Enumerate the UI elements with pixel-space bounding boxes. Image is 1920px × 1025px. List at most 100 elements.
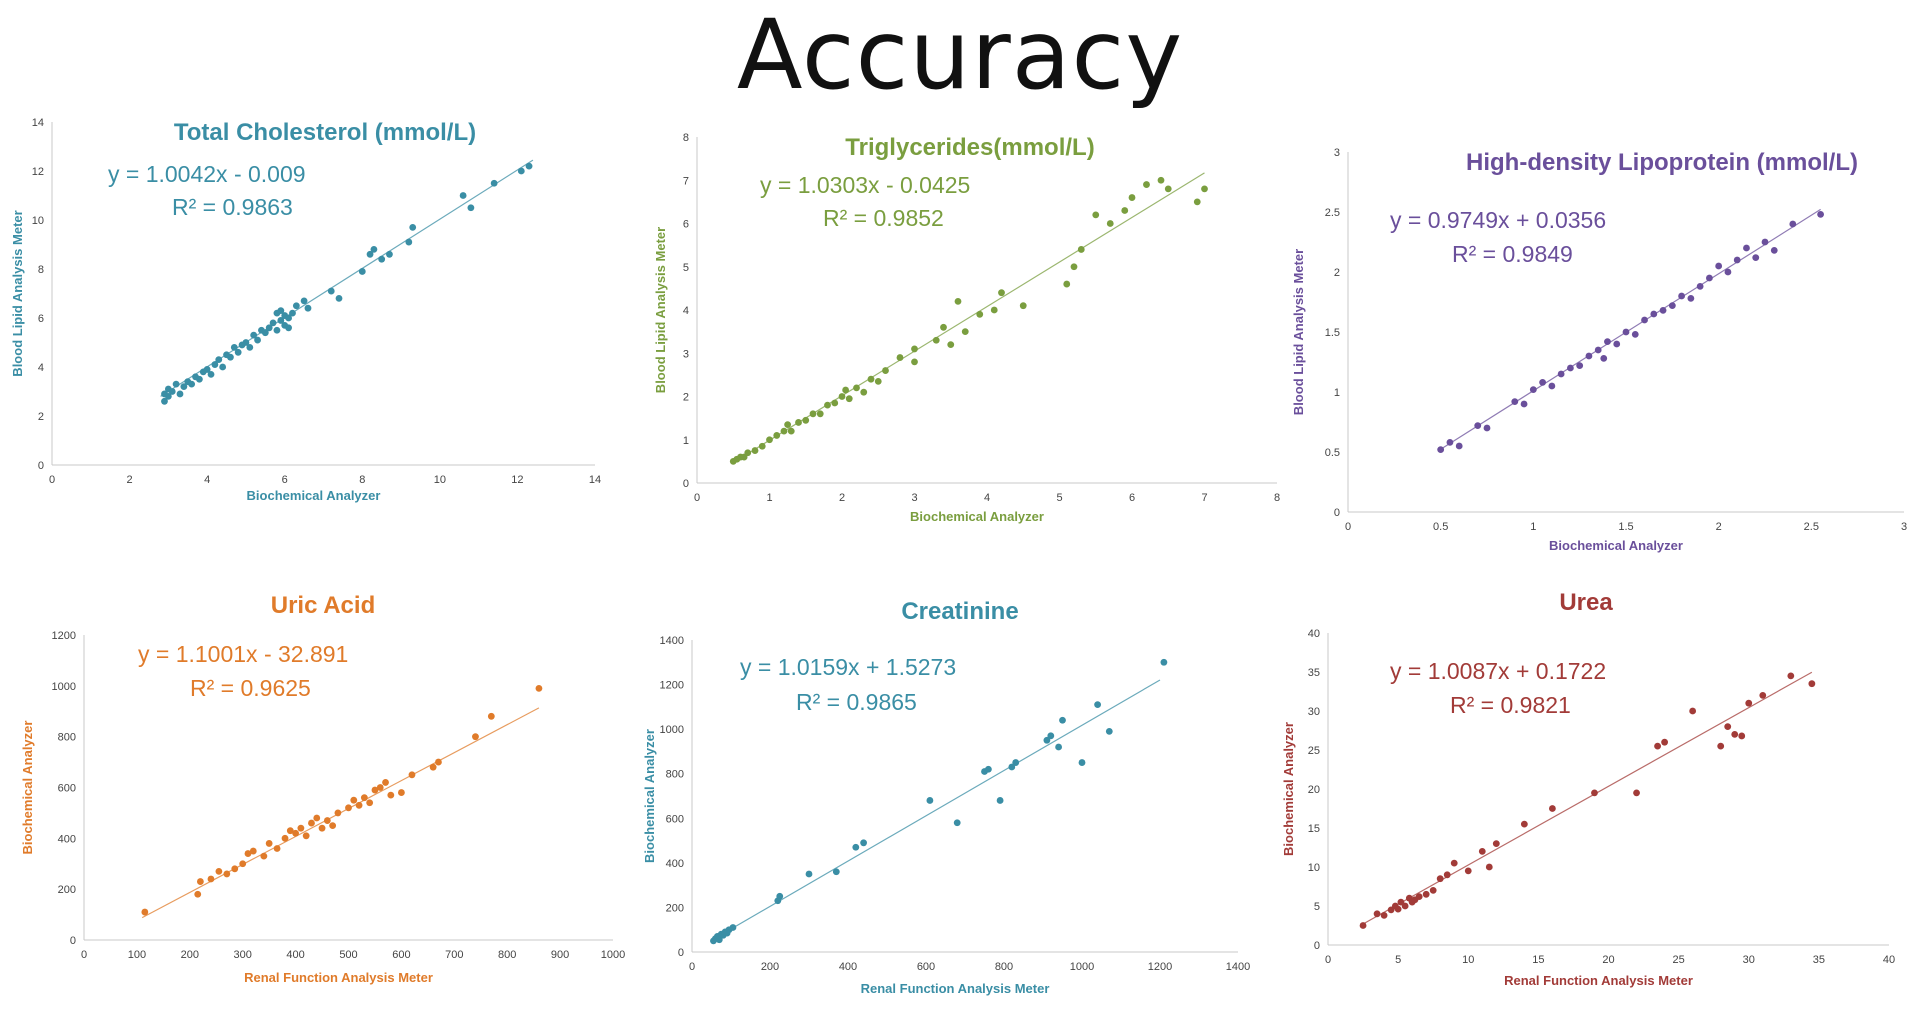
data-point: [323, 817, 331, 824]
data-point: [787, 427, 795, 435]
chart-creatinine-svg: 0 200 400 600 800 1000 1200 1400 0 200 400 600 800 10…: [642, 598, 1250, 996]
data-point: [1128, 194, 1136, 201]
data-point: [242, 339, 250, 346]
y-tick-label: 10: [32, 215, 44, 227]
data-point: [1359, 922, 1367, 929]
y-tick-label: 0: [683, 478, 689, 490]
data-point: [168, 388, 176, 395]
x-tick-label: 1: [1530, 521, 1536, 533]
x-tick-label: 25: [1673, 954, 1685, 966]
data-point: [1160, 658, 1168, 666]
x-tick-label: 0: [49, 474, 55, 486]
data-point: [525, 162, 533, 170]
data-point: [1485, 863, 1493, 871]
y-tick-label: 14: [32, 117, 44, 129]
data-point: [376, 784, 384, 791]
data-point: [1641, 316, 1648, 324]
data-point: [302, 832, 310, 840]
y-tick-label: 5: [683, 262, 689, 274]
data-point: [831, 399, 839, 407]
data-point: [1594, 346, 1602, 354]
chart-urea-svg: 0 5 10 15 20 25 30 35 40 0 5 10 15 20 25 30 35 40 Urea y = …: [1281, 589, 1895, 988]
data-point: [172, 380, 180, 388]
data-point: [292, 302, 300, 310]
chart-hdl-svg: 0 0.5 1 1.5 2 2.5 3 0 0.5 1 1.5 2 2.5 3 High-density L…: [1291, 147, 1907, 553]
x-tick-label: 800: [995, 961, 1013, 973]
data-point: [1121, 207, 1129, 214]
data-point: [308, 819, 315, 827]
data-point: [1201, 185, 1208, 193]
y-axis-label: Biochemical Analyzer: [20, 721, 35, 855]
x-tick-label: 1000: [601, 949, 625, 961]
data-point: [227, 353, 234, 361]
y-tick-label: 1: [1334, 387, 1340, 399]
x-tick-label: 2: [1716, 521, 1722, 533]
x-axis-label: Biochemical Analyzer: [1549, 538, 1683, 553]
x-tick-label: 20: [1602, 954, 1614, 966]
data-point: [1661, 738, 1668, 746]
chart-creatinine: 0 200 400 600 800 1000 1200 1400 0 200 400 600 800 10…: [640, 590, 1280, 1010]
data-point: [896, 354, 904, 361]
data-point: [985, 765, 992, 773]
data-point: [1401, 902, 1409, 910]
data-point: [405, 238, 413, 246]
data-point: [1548, 382, 1556, 390]
x-tick-label: 40: [1883, 954, 1895, 966]
x-axis-label: Renal Function Analysis Meter: [244, 970, 433, 985]
data-point: [1738, 732, 1746, 740]
data-point: [860, 388, 868, 396]
data-point: [366, 799, 374, 807]
data-point: [809, 410, 817, 418]
data-point: [387, 791, 395, 799]
data-point: [1654, 742, 1661, 750]
data-point: [1380, 911, 1388, 919]
data-point: [1724, 268, 1732, 276]
y-tick-label: 40: [1308, 628, 1320, 640]
data-point: [1164, 185, 1172, 193]
data-point: [261, 329, 269, 337]
data-point: [300, 297, 308, 305]
data-point: [467, 204, 475, 212]
data-point: [219, 363, 227, 371]
data-point: [1604, 338, 1611, 345]
r-squared-label: R² = 0.9863: [172, 194, 293, 220]
data-point: [845, 395, 853, 403]
data-point: [327, 287, 335, 295]
data-point: [1450, 859, 1458, 867]
x-tick-label: 0: [694, 492, 700, 504]
data-point: [334, 809, 342, 817]
r-squared-label: R² = 0.9849: [1452, 241, 1573, 267]
x-tick-label: 0.5: [1433, 521, 1448, 533]
x-tick-label: 15: [1532, 954, 1544, 966]
data-point: [744, 449, 752, 457]
y-tick-label: 15: [1308, 823, 1320, 835]
data-point: [842, 386, 850, 394]
data-point: [265, 840, 273, 847]
data-point: [313, 814, 321, 822]
y-tick-label: 20: [1308, 784, 1320, 796]
data-point: [1759, 692, 1767, 699]
data-point: [161, 397, 168, 405]
y-tick-label: 400: [666, 858, 684, 870]
data-point: [1157, 176, 1165, 184]
chart-total-cholesterol: 0 2 4 6 8 10 12 14 0 2 4 6 8 10 12 14 Total Cholesterol …: [0, 110, 640, 510]
data-point: [490, 179, 498, 187]
regression-equation: y = 1.0303x - 0.0425: [760, 172, 970, 198]
data-point: [409, 223, 417, 231]
data-point: [371, 786, 379, 794]
y-tick-label: 0: [38, 460, 44, 472]
data-point: [996, 797, 1004, 804]
x-tick-label: 1000: [1070, 961, 1094, 973]
trendline: [1440, 208, 1821, 450]
x-tick-label: 3: [1901, 521, 1907, 533]
y-tick-label: 1400: [660, 635, 684, 647]
x-tick-label: 5: [1395, 954, 1401, 966]
data-point: [1483, 424, 1491, 432]
data-point: [990, 306, 998, 314]
data-point: [203, 366, 211, 373]
data-point: [1143, 181, 1150, 188]
chart-total-cholesterol-svg: 0 2 4 6 8 10 12 14 0 2 4 6 8 10 12 14 Total Cholesterol …: [10, 117, 601, 503]
data-point: [382, 779, 389, 786]
data-point: [180, 383, 188, 390]
data-point: [1043, 736, 1051, 744]
